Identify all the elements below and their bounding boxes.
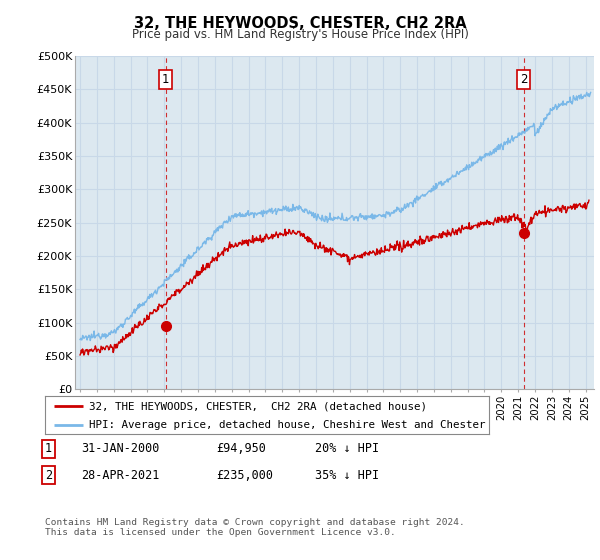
- Text: 1: 1: [162, 73, 169, 86]
- Text: 32, THE HEYWOODS, CHESTER,  CH2 2RA (detached house): 32, THE HEYWOODS, CHESTER, CH2 2RA (deta…: [89, 401, 427, 411]
- Text: 32, THE HEYWOODS, CHESTER, CH2 2RA: 32, THE HEYWOODS, CHESTER, CH2 2RA: [134, 16, 466, 31]
- Text: Price paid vs. HM Land Registry's House Price Index (HPI): Price paid vs. HM Land Registry's House …: [131, 28, 469, 41]
- Text: 28-APR-2021: 28-APR-2021: [81, 469, 160, 482]
- Text: HPI: Average price, detached house, Cheshire West and Chester: HPI: Average price, detached house, Ches…: [89, 420, 486, 430]
- Text: £235,000: £235,000: [216, 469, 273, 482]
- Text: 1: 1: [45, 442, 52, 455]
- Text: 31-JAN-2000: 31-JAN-2000: [81, 442, 160, 455]
- Text: 2: 2: [520, 73, 527, 86]
- Text: 35% ↓ HPI: 35% ↓ HPI: [315, 469, 379, 482]
- Text: 20% ↓ HPI: 20% ↓ HPI: [315, 442, 379, 455]
- Text: Contains HM Land Registry data © Crown copyright and database right 2024.
This d: Contains HM Land Registry data © Crown c…: [45, 518, 465, 538]
- Text: £94,950: £94,950: [216, 442, 266, 455]
- Text: 2: 2: [45, 469, 52, 482]
